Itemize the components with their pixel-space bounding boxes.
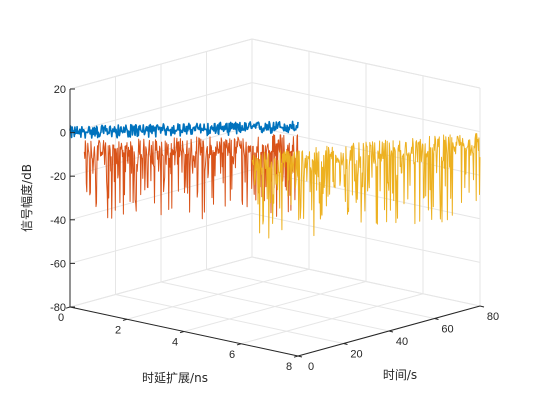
z-tick-label: 20: [54, 84, 66, 96]
series-1-line: [69, 120, 299, 139]
x-axis-title: 时延扩展/ns: [142, 371, 208, 385]
z-tick-label: -60: [50, 258, 66, 270]
x-tick: [179, 331, 185, 334]
series-layer: [69, 120, 481, 239]
x-tick-label: 8: [286, 361, 292, 373]
y-tick-label: 40: [396, 336, 408, 348]
z-axis-title: 信号幅度/dB: [19, 164, 34, 232]
y-tick: [343, 343, 348, 345]
x-tick-label: 2: [115, 324, 121, 336]
y-gridline: [251, 256, 481, 307]
y-tick: [297, 355, 303, 358]
series-3-line: [251, 133, 481, 239]
y-tick: [388, 330, 394, 333]
z-tick-label: 0: [60, 128, 66, 140]
y-gridline: [115, 294, 344, 344]
top-edge: [251, 38, 481, 89]
x-tick-label: 0: [58, 312, 64, 324]
x-tick: [65, 306, 71, 309]
x-tick-label: 6: [229, 349, 235, 361]
y-tick: [479, 305, 485, 308]
x-tick: [293, 355, 299, 358]
y-tick-label: 60: [441, 324, 453, 336]
z-tick-label: -80: [50, 302, 66, 314]
y-gridline: [160, 281, 390, 332]
y-tick-label: 20: [350, 349, 362, 361]
y-tick: [434, 318, 439, 320]
y-gridline: [206, 269, 435, 319]
x-tick: [236, 343, 242, 346]
z-tick-label: -40: [50, 215, 66, 227]
y-axis-title: 时间/s: [383, 368, 417, 382]
grid-layer: [69, 38, 481, 357]
z-tick-label: -20: [50, 171, 66, 183]
y-tick-label: 0: [308, 361, 314, 373]
y-tick-label: 80: [487, 311, 499, 323]
x-tick: [122, 318, 128, 321]
series-2-line: [83, 134, 299, 220]
top-edge: [69, 38, 253, 90]
x-tick-label: 4: [172, 337, 178, 349]
